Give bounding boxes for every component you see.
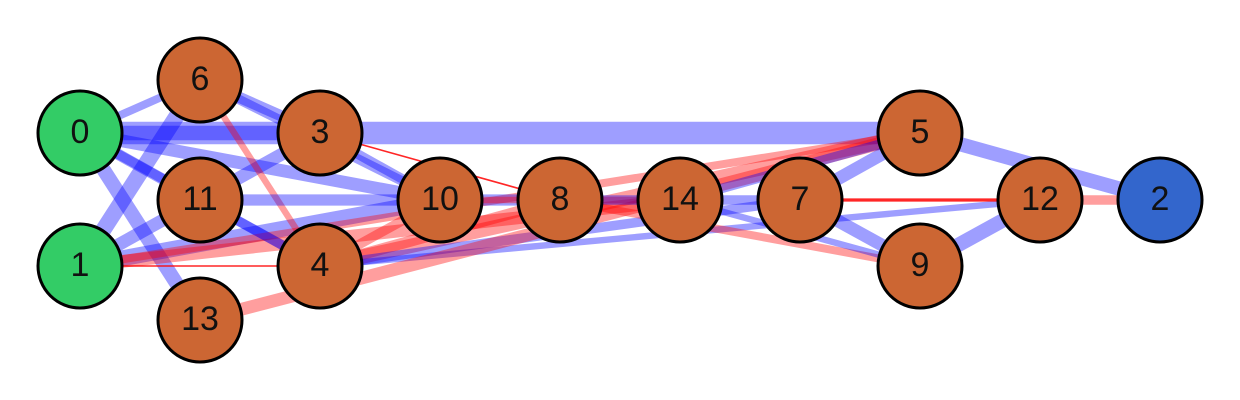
node-circle xyxy=(756,156,844,244)
node-14: 14 xyxy=(636,156,724,244)
node-circle xyxy=(636,156,724,244)
node-label: 7 xyxy=(791,180,810,218)
node-label: 12 xyxy=(1021,180,1059,218)
node-circle xyxy=(876,222,964,310)
node-circle xyxy=(276,89,364,177)
node-circle xyxy=(1116,156,1204,244)
node-10: 10 xyxy=(396,156,484,244)
node-circle xyxy=(156,276,244,364)
node-circle xyxy=(156,156,244,244)
node-circle xyxy=(516,156,604,244)
edge-0-10 xyxy=(78,126,442,207)
node-circle xyxy=(156,36,244,124)
node-label: 5 xyxy=(911,113,930,151)
node-label: 8 xyxy=(551,180,570,218)
node-3: 3 xyxy=(276,89,364,177)
node-7: 7 xyxy=(756,156,844,244)
node-label: 10 xyxy=(421,180,459,218)
node-label: 9 xyxy=(911,246,930,284)
node-label: 2 xyxy=(1151,180,1170,218)
node-label: 6 xyxy=(191,60,210,98)
node-label: 14 xyxy=(661,180,699,218)
node-circle xyxy=(996,156,1084,244)
edge-4-5 xyxy=(318,125,922,274)
node-label: 0 xyxy=(71,113,90,151)
edge-1-5 xyxy=(79,129,921,270)
node-circle xyxy=(396,156,484,244)
node-0: 0 xyxy=(36,89,124,177)
node-label: 1 xyxy=(71,246,90,284)
node-13: 13 xyxy=(156,276,244,364)
node-4: 4 xyxy=(276,222,364,310)
node-circle xyxy=(36,222,124,310)
edge-8-9 xyxy=(559,196,921,270)
edge-1-10 xyxy=(78,192,442,274)
node-12: 12 xyxy=(996,156,1084,244)
node-5: 5 xyxy=(876,89,964,177)
node-8: 8 xyxy=(516,156,604,244)
node-label: 11 xyxy=(182,180,217,218)
node-6: 6 xyxy=(156,36,244,124)
node-1: 1 xyxy=(36,222,124,310)
node-label: 13 xyxy=(181,300,219,338)
node-2: 2 xyxy=(1116,156,1204,244)
node-label: 4 xyxy=(311,246,330,284)
node-circle xyxy=(876,89,964,177)
node-9: 9 xyxy=(876,222,964,310)
node-circle xyxy=(276,222,364,310)
node-11: 11 xyxy=(156,156,244,244)
node-label: 3 xyxy=(311,113,330,151)
node-circle xyxy=(36,89,124,177)
